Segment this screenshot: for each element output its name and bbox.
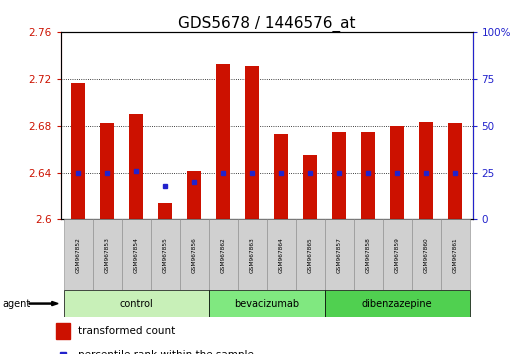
Text: GSM967854: GSM967854 <box>134 237 139 273</box>
Text: GSM967860: GSM967860 <box>423 237 429 273</box>
Bar <box>71 84 86 219</box>
FancyBboxPatch shape <box>209 219 238 290</box>
Text: GSM967861: GSM967861 <box>452 237 458 273</box>
Text: agent: agent <box>3 298 31 309</box>
Text: GSM967858: GSM967858 <box>366 237 371 273</box>
FancyBboxPatch shape <box>63 290 209 317</box>
Text: transformed count: transformed count <box>79 326 176 336</box>
Text: GSM967856: GSM967856 <box>192 237 196 273</box>
Text: GSM967852: GSM967852 <box>76 237 81 273</box>
FancyBboxPatch shape <box>267 219 296 290</box>
Text: GSM967864: GSM967864 <box>279 237 284 273</box>
Text: GSM967863: GSM967863 <box>250 237 254 273</box>
Text: GSM967857: GSM967857 <box>337 237 342 273</box>
Bar <box>100 123 115 219</box>
Bar <box>448 123 463 219</box>
FancyBboxPatch shape <box>209 290 325 317</box>
FancyBboxPatch shape <box>121 219 150 290</box>
Bar <box>361 132 375 219</box>
Text: dibenzazepine: dibenzazepine <box>362 298 432 309</box>
Bar <box>216 63 230 219</box>
Text: GSM967862: GSM967862 <box>221 237 225 273</box>
Bar <box>158 203 172 219</box>
Bar <box>419 122 433 219</box>
Text: bevacizumab: bevacizumab <box>234 298 299 309</box>
Bar <box>187 171 201 219</box>
Bar <box>390 126 404 219</box>
Bar <box>332 132 346 219</box>
FancyBboxPatch shape <box>325 219 354 290</box>
FancyBboxPatch shape <box>383 219 412 290</box>
Text: GSM967853: GSM967853 <box>105 237 110 273</box>
Bar <box>303 155 317 219</box>
Bar <box>245 66 259 219</box>
Text: GSM967865: GSM967865 <box>308 237 313 273</box>
FancyBboxPatch shape <box>238 219 267 290</box>
Text: GSM967859: GSM967859 <box>394 237 400 273</box>
Text: GSM967855: GSM967855 <box>163 237 167 273</box>
Text: control: control <box>119 298 153 309</box>
FancyBboxPatch shape <box>354 219 383 290</box>
FancyBboxPatch shape <box>412 219 441 290</box>
FancyBboxPatch shape <box>150 219 180 290</box>
Text: percentile rank within the sample: percentile rank within the sample <box>79 350 254 354</box>
FancyBboxPatch shape <box>180 219 209 290</box>
FancyBboxPatch shape <box>63 219 92 290</box>
Bar <box>274 134 288 219</box>
Title: GDS5678 / 1446576_at: GDS5678 / 1446576_at <box>178 16 355 32</box>
Bar <box>56 323 70 339</box>
Bar <box>129 114 144 219</box>
FancyBboxPatch shape <box>325 290 470 317</box>
FancyBboxPatch shape <box>441 219 470 290</box>
FancyBboxPatch shape <box>296 219 325 290</box>
FancyBboxPatch shape <box>92 219 121 290</box>
